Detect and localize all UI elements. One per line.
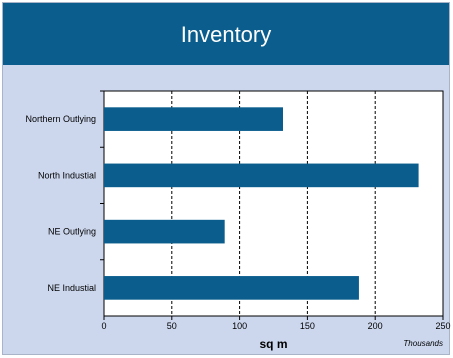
bars	[104, 107, 419, 300]
x-tick-label: 150	[300, 321, 315, 331]
x-axis-title: sq m	[259, 337, 287, 351]
category-labels: Northern Outlying North Industial NE Outly…	[25, 90, 104, 293]
x-tick-label: 250	[435, 321, 450, 331]
x-tick-label: 0	[101, 321, 106, 331]
category-label: Northern Outlying	[25, 114, 96, 124]
title-banner: Inventory	[3, 3, 449, 65]
bar	[104, 276, 359, 300]
x-tick-label: 50	[167, 321, 177, 331]
category-label: NE Outlying	[48, 227, 96, 237]
x-tick-label: 200	[368, 321, 383, 331]
category-label: North Industial	[38, 170, 96, 180]
category-label: NE Industial	[47, 283, 96, 293]
x-tick-label: 100	[232, 321, 247, 331]
x-axis-ticks: 0 50 100 150 200 250	[101, 316, 451, 331]
bar	[104, 163, 419, 188]
x-axis-units: Thousands	[403, 339, 443, 348]
chart-title: Inventory	[180, 22, 272, 47]
bar	[104, 107, 283, 131]
bar	[104, 219, 225, 244]
